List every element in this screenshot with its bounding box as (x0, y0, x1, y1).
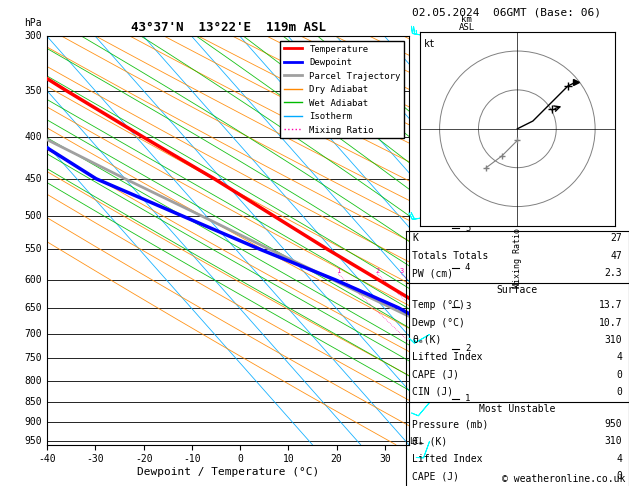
Text: © weatheronline.co.uk: © weatheronline.co.uk (503, 473, 626, 484)
Text: Lifted Index: Lifted Index (413, 352, 483, 362)
Text: 5: 5 (465, 224, 470, 233)
Text: 750: 750 (24, 353, 42, 363)
Text: Surface: Surface (497, 285, 538, 295)
Text: 650: 650 (24, 303, 42, 313)
Text: 800: 800 (24, 376, 42, 386)
Text: CIN (J): CIN (J) (413, 387, 454, 397)
Text: 350: 350 (24, 86, 42, 96)
Text: 7: 7 (465, 142, 470, 152)
Text: CAPE (J): CAPE (J) (413, 369, 459, 380)
Text: 27: 27 (611, 233, 622, 243)
Text: 3: 3 (465, 302, 470, 311)
Text: Temp (°C): Temp (°C) (413, 300, 465, 310)
Text: θₑ(K): θₑ(K) (413, 335, 442, 345)
Text: LCL: LCL (409, 437, 424, 446)
Text: 0: 0 (616, 387, 622, 397)
Text: 700: 700 (24, 329, 42, 339)
Text: Mixing Ratio (g/kg): Mixing Ratio (g/kg) (513, 193, 522, 288)
Text: 950: 950 (24, 436, 42, 446)
Text: 4: 4 (465, 263, 470, 272)
Title: 43°37'N  13°22'E  119m ASL: 43°37'N 13°22'E 119m ASL (130, 21, 326, 34)
Text: 2: 2 (465, 344, 470, 353)
Text: 950: 950 (604, 419, 622, 429)
Text: 3: 3 (399, 268, 404, 274)
Text: 4: 4 (616, 454, 622, 464)
Text: 300: 300 (24, 32, 42, 41)
Text: CAPE (J): CAPE (J) (413, 471, 459, 481)
Text: Totals Totals: Totals Totals (413, 251, 489, 261)
Text: K: K (413, 233, 418, 243)
Text: 6: 6 (465, 185, 470, 194)
Text: 600: 600 (24, 275, 42, 285)
Text: 02.05.2024  06GMT (Base: 06): 02.05.2024 06GMT (Base: 06) (412, 7, 601, 17)
Text: θₑ (K): θₑ (K) (413, 436, 448, 447)
Text: Pressure (mb): Pressure (mb) (413, 419, 489, 429)
Legend: Temperature, Dewpoint, Parcel Trajectory, Dry Adiabat, Wet Adiabat, Isotherm, Mi: Temperature, Dewpoint, Parcel Trajectory… (281, 41, 404, 139)
Text: 500: 500 (24, 211, 42, 221)
Text: 0: 0 (616, 471, 622, 481)
Text: 4: 4 (616, 352, 622, 362)
Text: 1: 1 (336, 268, 340, 274)
X-axis label: Dewpoint / Temperature (°C): Dewpoint / Temperature (°C) (137, 467, 319, 477)
Text: 1: 1 (465, 394, 470, 403)
Text: 900: 900 (24, 417, 42, 427)
Text: 2.3: 2.3 (604, 268, 622, 278)
Text: 850: 850 (24, 397, 42, 407)
Text: Dewp (°C): Dewp (°C) (413, 317, 465, 328)
Text: 47: 47 (611, 251, 622, 261)
Text: 400: 400 (24, 132, 42, 142)
Text: 8: 8 (465, 92, 470, 101)
Text: 13.7: 13.7 (599, 300, 622, 310)
Text: kt: kt (424, 39, 436, 50)
Text: 550: 550 (24, 244, 42, 254)
Text: 310: 310 (604, 335, 622, 345)
Text: 310: 310 (604, 436, 622, 447)
Text: Most Unstable: Most Unstable (479, 404, 555, 414)
Text: PW (cm): PW (cm) (413, 268, 454, 278)
Text: 10.7: 10.7 (599, 317, 622, 328)
Text: 2: 2 (375, 268, 379, 274)
Text: Lifted Index: Lifted Index (413, 454, 483, 464)
Text: hPa: hPa (24, 18, 42, 28)
Text: 0: 0 (616, 369, 622, 380)
Text: km
ASL: km ASL (459, 15, 475, 33)
Text: 450: 450 (24, 174, 42, 184)
